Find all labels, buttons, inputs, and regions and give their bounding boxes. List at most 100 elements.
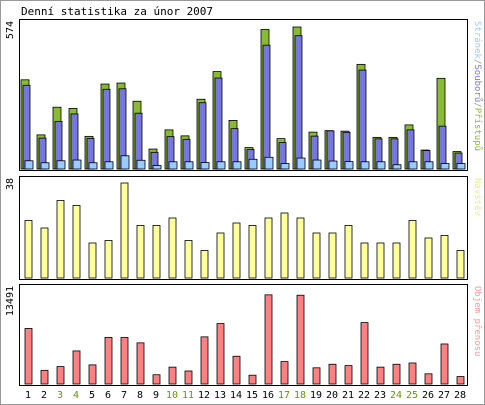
x-tick-label: 5 bbox=[89, 390, 95, 401]
bar-navstev bbox=[72, 205, 81, 279]
x-tick-label: 22 bbox=[358, 390, 370, 401]
x-tick-label: 3 bbox=[57, 390, 63, 401]
bar-stranek bbox=[72, 159, 82, 170]
x-tick-label: 15 bbox=[246, 390, 258, 401]
x-tick-label: 21 bbox=[342, 390, 354, 401]
bar-navstev bbox=[200, 250, 209, 279]
bar-souboru bbox=[262, 44, 271, 170]
bar-navstev bbox=[24, 220, 33, 279]
panel-ymax-label: 574 bbox=[5, 21, 16, 39]
bar-objem-prenosu bbox=[200, 336, 209, 385]
bar-navstev bbox=[264, 217, 273, 279]
bar-objem-prenosu bbox=[120, 337, 129, 385]
bar-objem-prenosu bbox=[360, 322, 369, 385]
bar-stranek bbox=[200, 162, 210, 170]
bar-objem-prenosu bbox=[168, 366, 177, 385]
bar-objem-prenosu bbox=[280, 361, 289, 385]
bar-objem-prenosu bbox=[392, 363, 401, 385]
bar-navstev bbox=[328, 232, 337, 279]
bar-objem-prenosu bbox=[264, 294, 273, 385]
bar-navstev bbox=[392, 242, 401, 279]
bar-navstev bbox=[216, 232, 225, 279]
x-tick-label: 24 bbox=[390, 390, 402, 401]
bar-objem-prenosu bbox=[40, 369, 49, 385]
bar-stranek bbox=[328, 160, 338, 170]
x-tick-label: 17 bbox=[278, 390, 290, 401]
bar-navstev bbox=[40, 227, 49, 279]
bar-objem-prenosu bbox=[344, 365, 353, 385]
bar-stranek bbox=[456, 163, 466, 170]
bar-navstev bbox=[152, 225, 161, 279]
bar-souboru bbox=[198, 102, 207, 170]
bar-stranek bbox=[168, 161, 178, 170]
bar-navstev bbox=[456, 250, 465, 279]
bar-stranek bbox=[344, 161, 354, 170]
bar-stranek bbox=[120, 155, 130, 170]
bar-stranek bbox=[360, 161, 370, 170]
panel-legend: Stránek/Souborů/Přístupů bbox=[472, 21, 483, 151]
bar-navstev bbox=[376, 242, 385, 279]
bar-stranek bbox=[280, 163, 290, 170]
bar-objem-prenosu bbox=[184, 370, 193, 385]
x-tick-label: 2 bbox=[41, 390, 47, 401]
legend-entry: Přístupů bbox=[472, 108, 483, 151]
x-tick-label: 6 bbox=[105, 390, 111, 401]
bar-navstev bbox=[232, 222, 241, 279]
x-tick-label: 8 bbox=[137, 390, 143, 401]
bar-stranek bbox=[152, 165, 162, 170]
bar-objem-prenosu bbox=[296, 294, 305, 385]
bar-navstev bbox=[120, 182, 129, 279]
x-tick-label: 12 bbox=[198, 390, 210, 401]
bar-stranek bbox=[312, 159, 322, 170]
bar-stranek bbox=[88, 162, 98, 170]
bar-stranek bbox=[184, 161, 194, 170]
bar-objem-prenosu bbox=[232, 355, 241, 385]
x-tick-label: 11 bbox=[182, 390, 194, 401]
bar-souboru bbox=[102, 88, 111, 170]
legend-entry: Stránek bbox=[472, 21, 482, 60]
bar-objem-prenosu bbox=[312, 367, 321, 385]
bar-navstev bbox=[280, 212, 289, 279]
bar-stranek bbox=[424, 161, 434, 170]
panel-ymax-label: 13491 bbox=[5, 286, 16, 316]
bar-objem-prenosu bbox=[88, 364, 97, 385]
bar-stranek bbox=[296, 157, 306, 170]
bar-souboru bbox=[294, 35, 303, 170]
bar-objem-prenosu bbox=[328, 363, 337, 385]
bar-objem-prenosu bbox=[56, 366, 65, 385]
x-tick-label: 18 bbox=[294, 390, 306, 401]
bar-souboru bbox=[22, 84, 31, 170]
bar-navstev bbox=[360, 242, 369, 279]
x-tick-label: 25 bbox=[406, 390, 418, 401]
x-tick-label: 28 bbox=[454, 390, 466, 401]
bar-stranek bbox=[248, 158, 258, 170]
x-tick-label: 13 bbox=[214, 390, 226, 401]
legend-entry: Objem přenosu bbox=[472, 286, 482, 356]
bar-navstev bbox=[344, 225, 353, 279]
x-tick-label: 14 bbox=[230, 390, 242, 401]
bar-stranek bbox=[264, 156, 274, 170]
bar-navstev bbox=[424, 237, 433, 279]
bar-objem-prenosu bbox=[440, 343, 449, 385]
bar-stranek bbox=[392, 164, 402, 170]
bar-stranek bbox=[408, 161, 418, 170]
legend-entry: Souborů bbox=[472, 64, 483, 102]
bar-stranek bbox=[104, 161, 114, 170]
bar-stranek bbox=[440, 163, 450, 170]
bar-objem-prenosu bbox=[376, 366, 385, 385]
bar-stranek bbox=[376, 161, 386, 170]
x-tick-label: 9 bbox=[153, 390, 159, 401]
x-tick-label: 26 bbox=[422, 390, 434, 401]
bar-souboru bbox=[438, 125, 447, 170]
bar-objem-prenosu bbox=[248, 374, 257, 385]
bar-objem-prenosu bbox=[136, 342, 145, 385]
panel-legend: Objem přenosu bbox=[472, 286, 482, 356]
panel-legend: Návštěv bbox=[472, 178, 483, 216]
bar-navstev bbox=[56, 200, 65, 279]
bar-objem-prenosu bbox=[104, 337, 113, 385]
bar-navstev bbox=[88, 242, 97, 279]
bar-souboru bbox=[358, 69, 367, 170]
x-tick-label: 7 bbox=[121, 390, 127, 401]
